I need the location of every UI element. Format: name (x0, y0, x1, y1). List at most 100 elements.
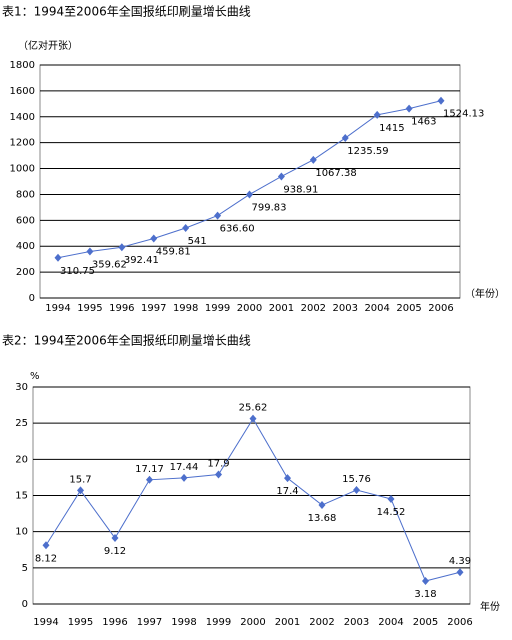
y-tick-label: 1800 (10, 60, 35, 71)
x-tick-label: 1996 (102, 617, 127, 628)
y-tick-label: 0 (29, 293, 35, 304)
chart-title: 表1：1994至2006年全国报纸印刷量增长曲线 (2, 4, 251, 19)
x-tick-label: 1996 (109, 303, 134, 314)
data-label: 541 (188, 236, 207, 247)
data-label: 799.83 (252, 202, 287, 213)
data-point (373, 110, 381, 119)
data-point (456, 568, 464, 577)
data-label: 4.39 (449, 556, 471, 567)
x-tick-label: 1994 (33, 617, 58, 628)
data-label: 392.41 (124, 255, 159, 266)
data-point (309, 155, 317, 164)
data-point (118, 243, 126, 252)
x-tick-label: 1995 (77, 303, 102, 314)
data-label: 1067.38 (315, 168, 356, 179)
x-tick-label: 1998 (173, 303, 198, 314)
data-label: 1235.59 (347, 146, 388, 157)
data-label: 459.81 (156, 246, 191, 257)
data-point (353, 486, 360, 495)
data-point (180, 473, 188, 482)
data-point (249, 414, 257, 423)
x-tick-label: 1998 (171, 617, 196, 628)
y-tick-label: 600 (16, 215, 35, 226)
x-tick-label: 2006 (447, 617, 472, 628)
y-tick-label: 400 (16, 241, 35, 252)
data-label: 14.52 (377, 507, 406, 518)
data-label: 3.18 (414, 589, 436, 600)
data-label: 938.91 (283, 184, 318, 195)
data-point (146, 475, 153, 484)
data-label: 636.60 (220, 224, 255, 235)
x-tick-label: 1999 (206, 617, 231, 628)
data-label: 25.62 (239, 403, 268, 414)
data-point (182, 223, 190, 232)
data-label: 359.62 (92, 259, 127, 270)
y-tick-label: 15 (15, 491, 28, 502)
x-tick-label: 2000 (240, 617, 265, 628)
x-tick-label: 1997 (141, 303, 166, 314)
x-tick-label: 1994 (45, 303, 70, 314)
x-tick-label: 2003 (344, 617, 369, 628)
x-tick-label: 2005 (413, 617, 438, 628)
data-label: 17.4 (276, 486, 298, 497)
y-tick-label: 1600 (10, 86, 35, 97)
data-label: 8.12 (35, 553, 57, 564)
y-tick-label: 5 (22, 563, 28, 574)
x-tick-label: 2001 (275, 617, 300, 628)
x-tick-label: 2004 (364, 303, 389, 314)
data-label: 15.7 (69, 474, 91, 485)
y-tick-label: 1200 (10, 138, 35, 149)
data-point (86, 247, 94, 256)
x-tick-label: 1995 (68, 617, 93, 628)
data-point (437, 96, 445, 105)
x-axis-label: （年份） (465, 287, 505, 300)
plot-area (39, 64, 461, 299)
data-label: 1415 (379, 123, 404, 134)
y-axis-label: （亿对开张） (18, 39, 78, 52)
y-tick-label: 1400 (10, 112, 35, 123)
data-point (77, 486, 84, 495)
data-label: 1463 (411, 117, 436, 128)
data-point (246, 190, 253, 199)
data-point (215, 470, 222, 479)
x-tick-label: 2002 (301, 303, 326, 314)
data-label: 15.76 (342, 474, 371, 485)
data-point (42, 541, 50, 550)
data-label: 13.68 (308, 513, 337, 524)
data-label: 310.75 (60, 266, 95, 277)
y-tick-label: 200 (16, 267, 35, 278)
data-point (150, 234, 158, 243)
x-axis-label: 年份 (480, 600, 500, 613)
y-tick-label: 25 (15, 418, 28, 429)
y-tick-label: 20 (15, 454, 28, 465)
x-tick-label: 2004 (378, 617, 403, 628)
data-point (111, 534, 119, 543)
x-tick-label: 1999 (205, 303, 230, 314)
data-label: 9.12 (104, 546, 126, 557)
data-point (54, 253, 62, 262)
y-tick-label: 10 (15, 527, 28, 538)
data-label: 17.44 (170, 462, 199, 473)
y-tick-label: 0 (22, 599, 28, 610)
x-tick-label: 2000 (237, 303, 262, 314)
data-label: 17.17 (135, 464, 164, 475)
x-tick-label: 1997 (137, 617, 162, 628)
y-tick-label: 30 (15, 382, 28, 393)
chart-title: 表2：1994至2006年全国报纸印刷量增长曲线 (2, 333, 251, 348)
data-point (341, 134, 349, 143)
data-point (318, 501, 326, 510)
data-point (214, 211, 222, 220)
data-point (405, 104, 413, 113)
data-point (277, 172, 285, 181)
data-label: 1524.13 (443, 109, 484, 120)
data-point (422, 576, 429, 585)
x-tick-label: 2003 (333, 303, 358, 314)
y-tick-label: 1000 (10, 164, 35, 175)
x-tick-label: 2005 (396, 303, 421, 314)
x-tick-label: 2001 (269, 303, 294, 314)
data-point (387, 494, 395, 503)
data-point (284, 474, 291, 483)
y-axis-label: % (30, 371, 40, 382)
data-label: 17.9 (207, 459, 229, 470)
